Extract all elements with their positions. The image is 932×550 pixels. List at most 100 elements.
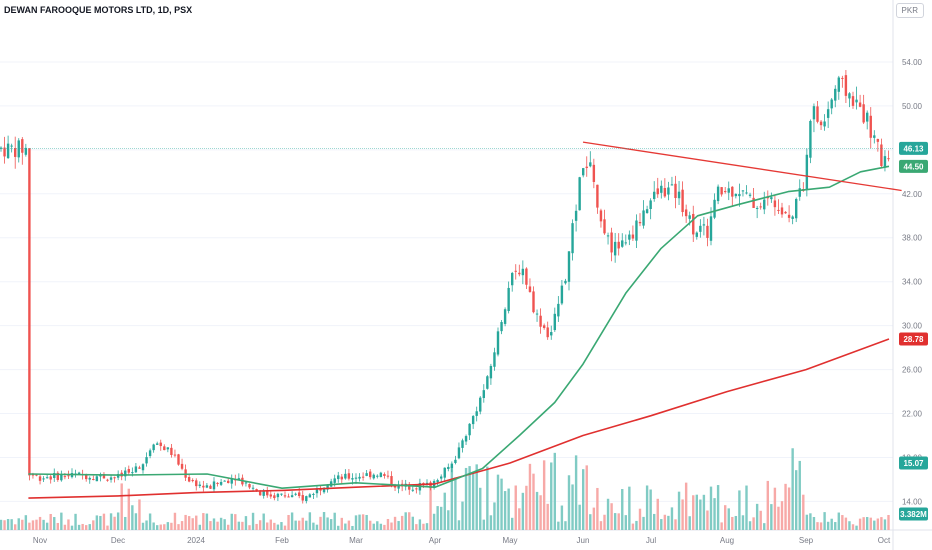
volume-bar xyxy=(876,518,880,530)
volume-bar xyxy=(248,525,251,530)
candle-body xyxy=(290,495,294,498)
candle-body xyxy=(422,482,425,485)
candle-body xyxy=(266,490,269,496)
candle-body xyxy=(816,106,819,122)
candle-body xyxy=(148,450,152,457)
candle-body xyxy=(766,197,769,199)
volume-bar xyxy=(329,519,333,530)
candle-body xyxy=(227,480,230,483)
candle-body xyxy=(95,476,99,482)
volume-bar xyxy=(550,462,553,530)
candle-body xyxy=(163,446,166,451)
volume-bar xyxy=(354,515,358,530)
candle-body xyxy=(876,138,880,142)
candle-body xyxy=(752,197,755,208)
candle-body xyxy=(287,496,290,498)
volume-bar xyxy=(305,520,308,530)
candle-body xyxy=(791,216,794,219)
candle-body xyxy=(724,191,727,193)
candle-body xyxy=(770,197,773,200)
volume-bar xyxy=(124,516,127,530)
candle-body xyxy=(134,466,138,473)
candle-body xyxy=(436,480,439,483)
candle-body xyxy=(653,191,656,200)
volume-bar xyxy=(830,518,833,530)
volume-bar xyxy=(507,488,510,530)
volume-bar xyxy=(645,485,649,530)
candle-body xyxy=(124,470,127,477)
volume-bar xyxy=(447,510,450,530)
candle-body xyxy=(408,485,411,490)
candle-body xyxy=(88,477,91,480)
candle-body xyxy=(173,454,177,456)
candle-body xyxy=(731,186,734,197)
volume-bar xyxy=(880,517,883,530)
volume-bar xyxy=(301,517,304,530)
price-tick-label: 30.00 xyxy=(902,322,923,331)
candle-body xyxy=(787,214,791,218)
volume-bar xyxy=(308,512,312,530)
volume-bar xyxy=(684,482,688,530)
candle-body xyxy=(635,220,638,241)
volume-bar xyxy=(219,517,223,530)
candle-body xyxy=(21,139,24,153)
volume-bar xyxy=(340,517,343,530)
volume-last-label: 15.07 xyxy=(903,459,924,468)
candle-body xyxy=(383,474,386,476)
volume-bar xyxy=(667,515,670,530)
candle-body xyxy=(482,390,485,399)
candle-body xyxy=(674,183,677,199)
candle-body xyxy=(582,168,585,176)
candle-body xyxy=(706,225,709,238)
volume-bar xyxy=(826,521,830,530)
volume-bar xyxy=(85,525,88,530)
volume-bar xyxy=(503,491,507,530)
volume-bar xyxy=(351,525,354,530)
candle-body xyxy=(511,272,514,286)
volume-bar xyxy=(748,521,752,530)
price-tick-label: 22.00 xyxy=(902,410,923,419)
volume-bar xyxy=(429,483,432,530)
volume-bar xyxy=(180,521,184,530)
volume-bar xyxy=(191,518,194,530)
volume-bar xyxy=(294,520,297,530)
candle-body xyxy=(14,148,17,157)
price-tick-label: 54.00 xyxy=(902,58,923,67)
candle-body xyxy=(603,219,606,234)
candle-body xyxy=(489,365,493,379)
candle-body xyxy=(273,495,276,499)
candle-body xyxy=(102,473,106,479)
volume-bar xyxy=(234,514,237,530)
volume-bar xyxy=(170,522,173,530)
volume-bar xyxy=(574,455,578,530)
volume-bar xyxy=(152,522,155,530)
candle-body xyxy=(298,492,301,497)
volume-bar xyxy=(393,516,397,530)
candle-body xyxy=(187,477,191,482)
candle-body xyxy=(248,484,251,488)
time-tick-label: Apr xyxy=(429,536,442,545)
candle-body xyxy=(667,187,670,195)
volume-bar xyxy=(486,466,489,530)
volume-bar xyxy=(603,514,606,530)
candle-body xyxy=(663,188,667,197)
time-tick-label: Dec xyxy=(111,536,125,545)
volume-bar xyxy=(571,484,574,530)
currency-badge[interactable]: PKR xyxy=(895,3,924,18)
candle-body xyxy=(159,442,162,447)
time-tick-label: Jun xyxy=(577,536,590,545)
candle-body xyxy=(688,215,691,219)
candle-body xyxy=(109,477,113,480)
volume-bar xyxy=(63,524,67,530)
candle-body xyxy=(535,313,539,315)
time-tick-label: 2024 xyxy=(187,536,205,545)
volume-bar xyxy=(230,513,233,530)
volume-bar xyxy=(777,506,780,530)
time-tick-label: May xyxy=(502,536,517,545)
candle-body xyxy=(276,493,280,498)
volume-bar xyxy=(379,523,383,530)
candle-body xyxy=(642,210,645,226)
volume-bar xyxy=(195,515,198,530)
volume-bar xyxy=(709,486,713,530)
